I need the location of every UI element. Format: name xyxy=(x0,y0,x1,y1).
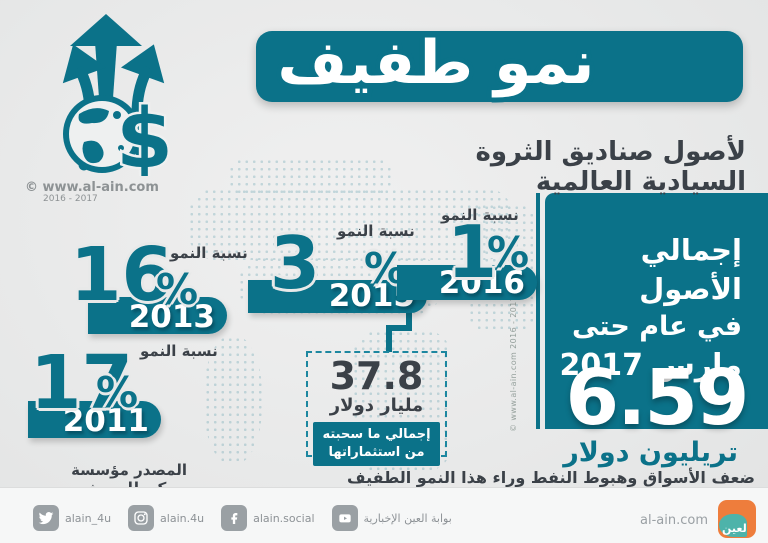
year-label: 2016 xyxy=(438,265,525,301)
year-pill: 2013 xyxy=(88,297,227,334)
stat-2013: نسبة النمو 16 % 2013 xyxy=(70,233,255,338)
footer-bar: alain_4u alain.4u alain.social بوابة الع… xyxy=(0,487,768,543)
page-title: نمو طفيف xyxy=(277,28,595,98)
growth-rate-label: نسبة النمو xyxy=(441,206,519,224)
title-banner xyxy=(256,31,743,102)
social-facebook-handle[interactable]: alain.social xyxy=(253,511,315,525)
social-links: alain_4u alain.4u alain.social بوابة الع… xyxy=(33,505,452,531)
growth-value: 1 xyxy=(447,210,498,294)
withdrawal-callout: 37.8 مليار دولار إجمالي ما سحبته من استث… xyxy=(306,351,447,467)
year-label: 2013 xyxy=(128,299,215,335)
map-dots-patch xyxy=(204,336,262,464)
growth-value: 17 xyxy=(30,340,133,426)
total-assets-unit: تريليون دولار xyxy=(563,437,738,468)
connector-line xyxy=(406,299,412,328)
page-subtitle: لأصول صناديق الثروة السيادية العالمية xyxy=(475,137,746,197)
growth-rate-label: نسبة النمو xyxy=(170,244,248,262)
panel-line3: مارس 2017 xyxy=(559,347,742,383)
panel-line2: في عام حتى xyxy=(572,311,742,343)
note-text: ضعف الأسواق وهبوط النفط وراء هذا النمو ا… xyxy=(347,468,755,487)
percent-sign: % xyxy=(96,368,139,417)
map-dots-patch xyxy=(228,158,393,196)
facebook-icon[interactable] xyxy=(221,505,248,531)
watermark: © www.al-ain.com 2016 - 2017 xyxy=(25,180,159,205)
social-instagram-handle[interactable]: alain.4u xyxy=(160,511,205,525)
withdrawal-unit: مليار دولار xyxy=(329,395,424,416)
social-youtube-handle[interactable]: بوابة العين الإخبارية xyxy=(363,511,452,525)
percent-sign: % xyxy=(487,228,530,277)
stat-2016: نسبة النمو 1 % 2016 xyxy=(395,203,540,303)
stat-2011: نسبة النمو 17 % 2011 xyxy=(26,338,218,443)
alain-logo[interactable]: لعين xyxy=(718,500,756,538)
growth-rate-label: نسبة النمو xyxy=(140,342,218,360)
svg-text:$: $ xyxy=(116,92,173,176)
withdrawal-value: 37.8 xyxy=(329,354,424,398)
year-pill: 2011 xyxy=(28,401,161,438)
withdrawal-caption: إجمالي ما سحبته من استثماراتها xyxy=(313,421,440,467)
watermark-url: © www.al-ain.com xyxy=(25,180,159,195)
social-twitter[interactable]: alain_4u xyxy=(33,505,111,531)
alain-logo-swoosh xyxy=(719,514,747,537)
year-pill: 2016 xyxy=(397,265,537,300)
growth-arrows-globe-icon: $ xyxy=(24,10,176,190)
twitter-icon[interactable] xyxy=(33,505,59,531)
social-twitter-handle[interactable]: alain_4u xyxy=(65,511,112,525)
growth-value: 3 xyxy=(270,221,321,305)
social-facebook[interactable]: alain.social xyxy=(221,505,315,531)
year-label: 2011 xyxy=(62,403,149,439)
social-youtube[interactable]: بوابة العين الإخبارية xyxy=(331,505,452,531)
total-assets-panel: إجمالي الأصول في عام حتى مارس 2017 xyxy=(545,193,768,429)
connector-line xyxy=(386,325,392,352)
percent-sign: % xyxy=(156,265,199,314)
panel-line1: إجمالي الأصول xyxy=(639,233,742,307)
site-url[interactable]: al-ain.com xyxy=(640,513,708,528)
panel-accent-stripe xyxy=(536,193,540,429)
growth-value: 16 xyxy=(70,232,173,318)
withdrawal-caption-line2: من استثماراتها xyxy=(328,444,425,460)
total-assets-value: 6.59 xyxy=(565,354,750,443)
alain-logo-text: لعين xyxy=(722,522,747,535)
instagram-icon[interactable] xyxy=(128,505,155,531)
youtube-icon[interactable] xyxy=(331,505,358,531)
withdrawal-caption-line1: إجمالي ما سحبته xyxy=(322,426,431,442)
watermark-vertical: © www.al-ain.com 2016 - 2017 xyxy=(509,295,518,432)
map-dots-patch xyxy=(188,188,513,260)
social-instagram[interactable]: alain.4u xyxy=(128,505,204,531)
watermark-years: 2016 - 2017 xyxy=(43,194,98,205)
growth-rate-label: نسبة النمو xyxy=(337,222,415,240)
connector-line xyxy=(386,325,412,331)
